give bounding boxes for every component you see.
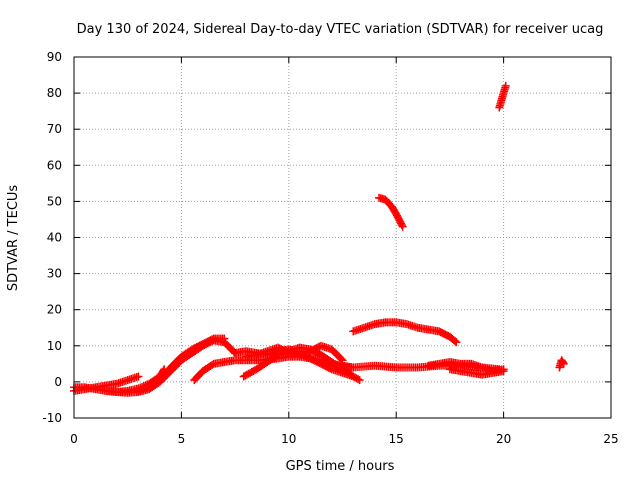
x-tick-label: 25 — [603, 432, 618, 446]
y-tick-label: 50 — [47, 194, 62, 208]
y-tick-label: 70 — [47, 122, 62, 136]
data-point — [501, 81, 510, 90]
x-axis-label: GPS time / hours — [286, 459, 395, 474]
data-point — [355, 376, 364, 385]
data-point — [354, 375, 363, 384]
series-track-14 — [495, 81, 510, 112]
series-track-13 — [375, 193, 407, 231]
data-point — [451, 337, 460, 346]
x-tick-label: 10 — [281, 432, 296, 446]
y-tick-label: 80 — [47, 86, 62, 100]
data-point — [398, 222, 407, 231]
data-point — [337, 354, 346, 363]
y-tick-label: 10 — [47, 339, 62, 353]
data-point — [559, 359, 568, 368]
series-track-11 — [445, 365, 508, 379]
y-tick-label: 40 — [47, 231, 62, 245]
chart-title: Day 130 of 2024, Sidereal Day-to-day VTE… — [77, 22, 604, 37]
y-tick-label: 20 — [47, 303, 62, 317]
data-point — [452, 338, 461, 347]
x-tick-label: 0 — [70, 432, 78, 446]
data-series — [70, 81, 568, 397]
data-point — [220, 334, 229, 343]
y-tick-label: 60 — [47, 158, 62, 172]
y-tick-label: 30 — [47, 267, 62, 281]
y-tick-label: 0 — [54, 375, 62, 389]
data-point — [347, 371, 356, 380]
y-tick-label: 90 — [47, 50, 62, 64]
y-axis-label: SDTVAR / TECUs — [6, 185, 21, 292]
data-point — [499, 367, 508, 376]
x-tick-label: 20 — [496, 432, 511, 446]
data-point — [134, 372, 143, 381]
axis-ticks: 0 5 10 15 20 25 -10 0 10 20 30 40 50 60 70 80 90 — [42, 50, 618, 446]
data-point — [338, 356, 347, 365]
series-track-12 — [349, 318, 461, 347]
data-point — [397, 221, 406, 230]
series-track-8 — [241, 341, 347, 365]
x-tick-label: 15 — [389, 432, 404, 446]
x-tick-label: 5 — [178, 432, 186, 446]
data-point — [349, 372, 358, 381]
series-track-15 — [555, 356, 568, 372]
series-track-2 — [70, 372, 143, 395]
series-track-4 — [134, 334, 229, 395]
grid-lines — [74, 57, 611, 418]
y-tick-label: -10 — [42, 411, 62, 425]
